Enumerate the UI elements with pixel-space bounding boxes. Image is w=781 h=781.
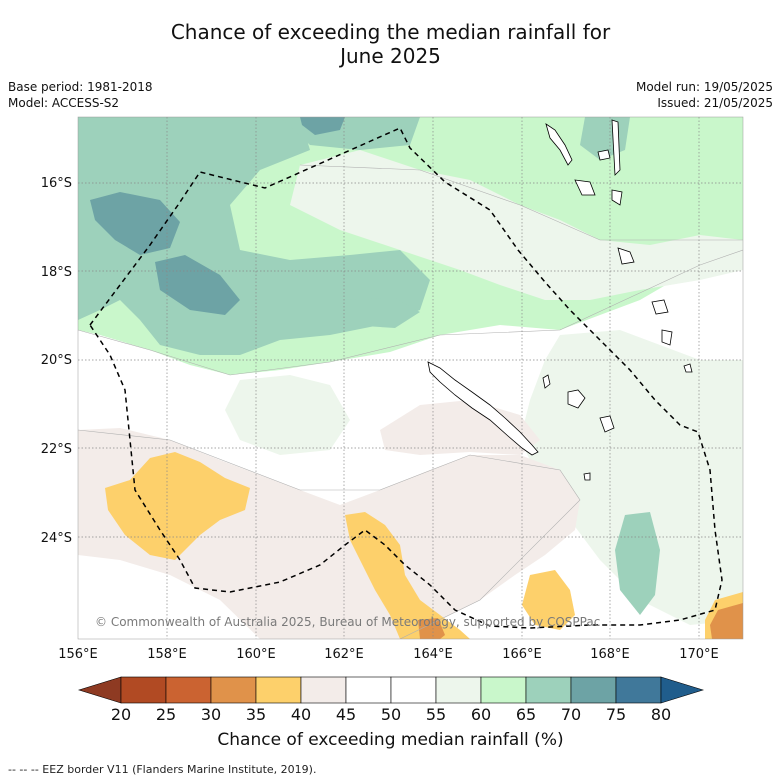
colorbar-tick-label: 80 — [651, 705, 671, 724]
vanuatu-island-2 — [597, 149, 611, 161]
contour-70-75-west — [90, 192, 180, 255]
colorbar-tick-label: 65 — [516, 705, 536, 724]
meta-right: Model run: 19/05/2025 Issued: 21/05/2025 — [636, 79, 773, 111]
colorbar-tick-label: 50 — [381, 705, 401, 724]
colorbar-tick-label: 45 — [336, 705, 356, 724]
colorbar-swatch — [390, 676, 437, 704]
meta-left: Base period: 1981-2018 Model: ACCESS-S2 — [8, 79, 153, 111]
y-tick-18s: 18°S — [41, 265, 72, 280]
eez-border — [89, 127, 723, 629]
y-tick-20s: 20°S — [41, 353, 72, 368]
colorbar-swatch — [300, 676, 347, 704]
copyright-text: © Commonwealth of Australia 2025, Bureau… — [95, 615, 600, 629]
colorbar-swatch — [615, 676, 662, 704]
colorbar-tick-label: 55 — [426, 705, 446, 724]
model-run: Model run: 19/05/2025 — [635, 80, 773, 94]
issued-date: Issued: 21/05/2025 — [657, 96, 773, 110]
contour-lines — [78, 164, 743, 639]
colorbar-swatch — [570, 676, 617, 704]
vanuatu-island-8 — [661, 329, 673, 346]
loyalty-island-2 — [599, 415, 615, 433]
base-period: Base period: 1981-2018 — [8, 80, 153, 94]
rainfall-field — [78, 117, 743, 639]
contour-65-70-mid — [345, 298, 420, 328]
colorbar-swatch — [480, 676, 527, 704]
contour-35-40-east — [522, 570, 575, 630]
y-tick-16s: 16°S — [41, 176, 72, 191]
contour-30-35-center — [418, 618, 445, 639]
colorbar-label: Chance of exceeding median rainfall (%) — [217, 730, 564, 750]
colorbar-swatch — [255, 676, 302, 704]
x-tick-labels: 156°E 158°E 160°E 162°E 164°E 166°E 168°… — [58, 647, 719, 662]
colorbar-arrow-high — [660, 676, 705, 704]
vanuatu-island-7 — [651, 299, 669, 315]
x-tick-166e: 166°E — [502, 647, 542, 662]
colorbar-swatch — [435, 676, 482, 704]
vanuatu-island-4 — [574, 179, 596, 196]
island-10 — [583, 472, 591, 481]
new-caledonia-island — [427, 361, 539, 456]
vanuatu-island-1 — [545, 123, 573, 166]
colorbar-tick-label: 20 — [111, 705, 131, 724]
colorbar-swatch — [120, 676, 167, 704]
vanuatu-island-5 — [611, 189, 623, 206]
x-tick-170e: 170°E — [679, 647, 719, 662]
contour-65-70-northwest — [78, 117, 430, 355]
colorbar-tick-label: 70 — [561, 705, 581, 724]
x-tick-164e: 164°E — [413, 647, 453, 662]
colorbar-swatch — [345, 676, 392, 704]
y-tick-24s: 24°S — [41, 531, 72, 546]
contour-30-35-east — [710, 603, 743, 639]
colorbar-arrow-low — [77, 676, 122, 704]
x-tick-156e: 156°E — [58, 647, 98, 662]
colorbar-tick-label: 35 — [246, 705, 266, 724]
colorbar-tick-label: 75 — [606, 705, 626, 724]
colorbar-swatch — [210, 676, 257, 704]
contour-65-70-south — [615, 512, 660, 615]
colorbar-tick-label: 25 — [156, 705, 176, 724]
eez-legend-note: -- -- -- EEZ border V11 (Flanders Marine… — [8, 763, 317, 776]
vanuatu-island-3 — [611, 119, 621, 176]
x-tick-168e: 168°E — [590, 647, 630, 662]
title-line-1: Chance of exceeding the median rainfall … — [170, 20, 611, 44]
graticule — [78, 117, 743, 639]
colorbar-tick-label: 40 — [291, 705, 311, 724]
loyalty-island-3 — [542, 374, 551, 389]
colorbar-tick-label: 30 — [201, 705, 221, 724]
colorbar-ticks: 20 25 30 35 40 45 50 55 60 65 70 75 80 — [111, 705, 671, 724]
contour-35-40-center — [345, 512, 470, 639]
colorbar — [77, 676, 705, 704]
model-name: Model: ACCESS-S2 — [8, 96, 120, 110]
title-line-2: June 2025 — [340, 44, 441, 68]
contour-70-75-center — [155, 255, 240, 315]
map-frame — [77, 116, 744, 640]
coastlines — [427, 119, 693, 481]
y-tick-22s: 22°S — [41, 442, 72, 457]
colorbar-swatch — [525, 676, 572, 704]
vanuatu-island-6 — [617, 247, 635, 265]
x-tick-160e: 160°E — [236, 647, 276, 662]
map-title: Chance of exceeding the median rainfall … — [0, 20, 781, 68]
contour-70-75-north — [300, 117, 345, 135]
contour-35-40-west — [105, 452, 250, 560]
colorbar-swatch — [165, 676, 212, 704]
island-9 — [683, 363, 693, 373]
loyalty-island-1 — [567, 389, 586, 409]
x-tick-162e: 162°E — [324, 647, 364, 662]
y-tick-labels: 16°S 18°S 20°S 22°S 24°S — [41, 176, 72, 546]
x-tick-158e: 158°E — [147, 647, 187, 662]
colorbar-tick-label: 60 — [471, 705, 491, 724]
